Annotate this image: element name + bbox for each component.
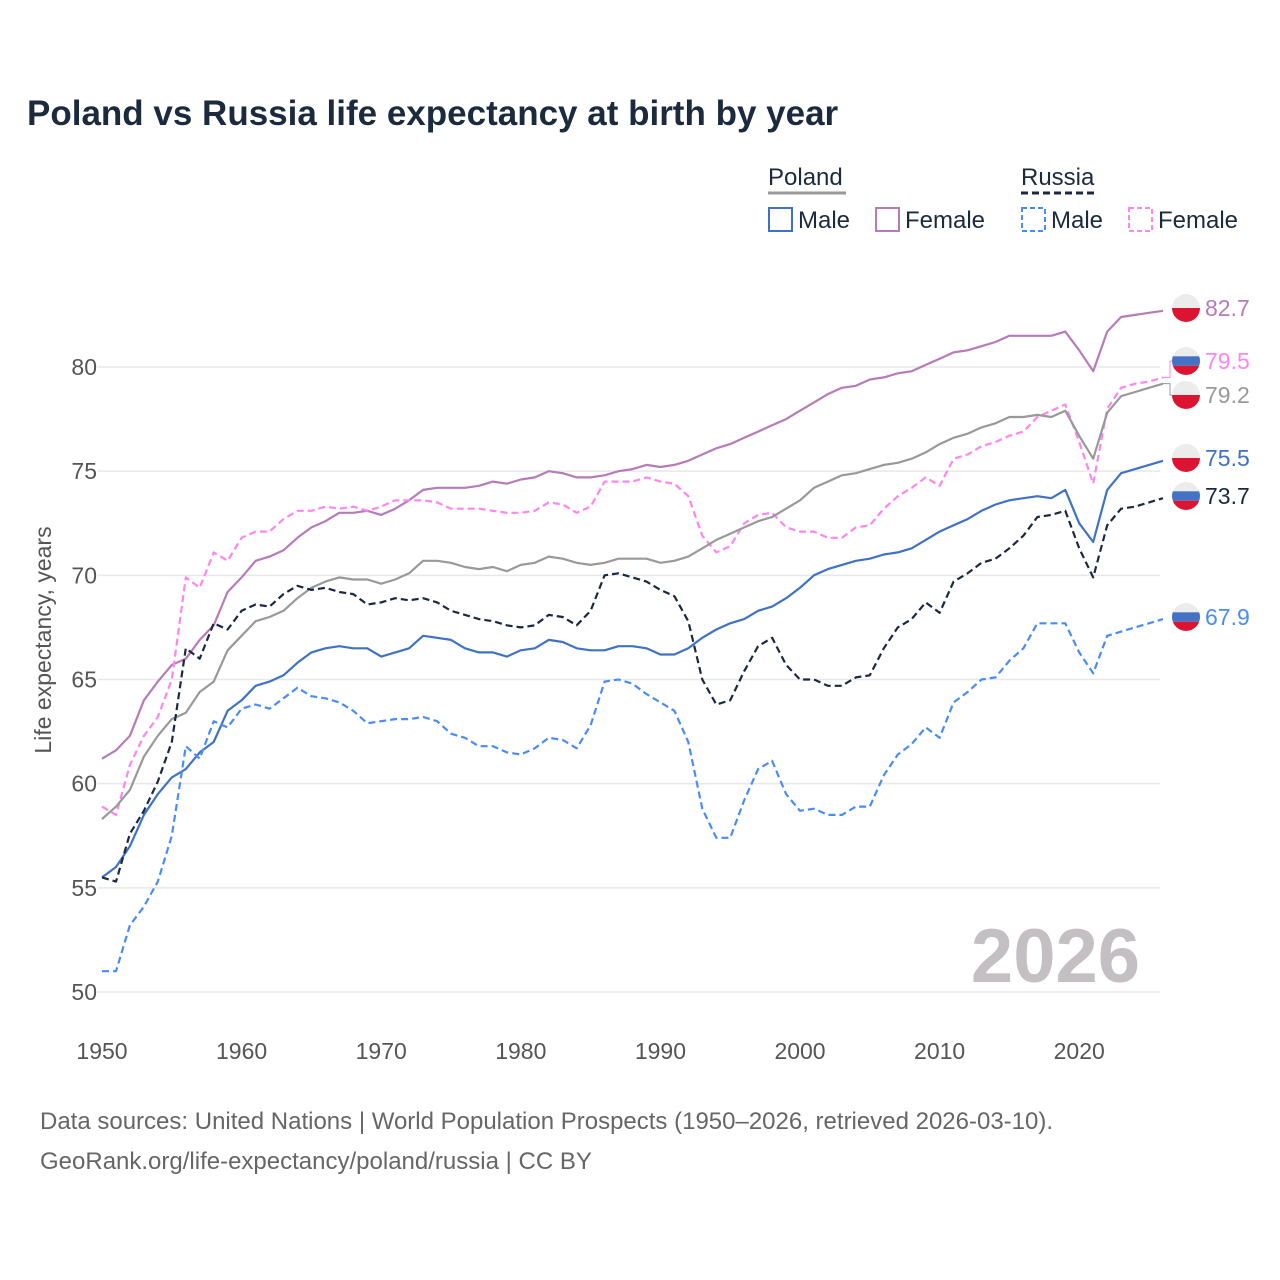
end-value-label: 73.7	[1205, 483, 1250, 509]
series-line-poland-male	[101, 459, 1164, 879]
y-tick-label: 80	[71, 354, 97, 380]
x-tick-label: 2000	[774, 1038, 825, 1064]
x-tick-label: 2010	[914, 1038, 965, 1064]
flag-red	[1172, 500, 1200, 510]
poland-flag-icon	[1172, 381, 1200, 409]
end-value-label: 79.2	[1205, 382, 1250, 408]
legend-group-russia: Russia	[1021, 164, 1095, 191]
flag-white	[1172, 294, 1200, 308]
series-line-russia-male	[102, 618, 1164, 973]
x-tick-label: 1950	[76, 1038, 127, 1064]
flag-white	[1172, 444, 1200, 458]
flag-white	[1172, 603, 1200, 613]
x-tick-label: 2020	[1054, 1038, 1105, 1064]
legend-item-poland-male: Male	[798, 207, 850, 234]
flag-body	[1172, 482, 1200, 510]
flag-blue	[1172, 491, 1200, 501]
series-lines	[101, 309, 1164, 973]
grid-lines	[98, 366, 1160, 993]
flag-white	[1172, 482, 1200, 492]
flag-body	[1172, 381, 1200, 409]
russia-flag-icon	[1172, 603, 1200, 631]
x-tick-label: 1970	[356, 1038, 407, 1064]
y-tick-label: 65	[71, 667, 97, 693]
y-tick-label: 50	[71, 979, 97, 1005]
end-labels: 82.7 79.5 79.2 75.5 73.7 67.9	[1163, 294, 1250, 631]
y-tick-label: 55	[71, 875, 97, 901]
source-url: GeoRank.org/life-expectancy/poland/russi…	[40, 1148, 592, 1175]
legend: Poland Male Female Russia Male Female	[768, 164, 1238, 234]
flag-red	[1172, 365, 1200, 375]
series-line-poland-female	[101, 309, 1164, 760]
flag-red	[1172, 458, 1200, 472]
legend-item-russia-female: Female	[1158, 207, 1238, 234]
series-line-russia	[101, 497, 1164, 883]
y-tick-label: 60	[71, 771, 97, 797]
chart-title: Poland vs Russia life expectancy at birt…	[27, 94, 839, 133]
y-axis-ticks: 50 55 60 65 70 75 80	[71, 354, 97, 1005]
flag-body	[1172, 347, 1200, 375]
flag-blue	[1172, 356, 1200, 366]
y-tick-label: 70	[71, 562, 97, 588]
flag-red	[1172, 308, 1200, 322]
legend-group-poland: Poland	[768, 164, 843, 191]
flag-body	[1172, 603, 1200, 631]
x-axis-ticks: 1950 1960 1970 1980 1990 2000 2010 2020	[76, 1038, 1104, 1064]
end-value-label: 79.5	[1205, 348, 1250, 374]
series-line-russia-female	[101, 376, 1164, 817]
end-value-label: 67.9	[1205, 604, 1250, 630]
series-line-poland	[101, 382, 1164, 820]
end-value-label: 75.5	[1205, 445, 1250, 471]
flag-red	[1172, 621, 1200, 631]
flag-white	[1172, 381, 1200, 395]
russia-flag-icon	[1172, 347, 1200, 375]
source-note: Data sources: United Nations | World Pop…	[40, 1108, 1054, 1135]
end-value-label: 82.7	[1205, 295, 1250, 321]
y-axis-label: Life expectancy, years	[30, 526, 56, 753]
flag-body	[1172, 294, 1200, 322]
flag-white	[1172, 347, 1200, 357]
x-tick-label: 1990	[635, 1038, 686, 1064]
x-tick-label: 1980	[495, 1038, 546, 1064]
x-tick-label: 1960	[216, 1038, 267, 1064]
flag-red	[1172, 395, 1200, 409]
year-watermark: 2026	[971, 914, 1140, 999]
legend-item-russia-male: Male	[1051, 207, 1103, 234]
legend-swatch-female	[875, 207, 900, 232]
legend-swatch-male	[1021, 207, 1046, 232]
y-tick-label: 75	[71, 458, 97, 484]
poland-flag-icon	[1172, 444, 1200, 472]
flag-blue	[1172, 612, 1200, 622]
legend-item-poland-female: Female	[905, 207, 985, 234]
legend-swatch-female	[1128, 207, 1153, 232]
poland-flag-icon	[1172, 294, 1200, 322]
flag-body	[1172, 444, 1200, 472]
russia-flag-icon	[1172, 482, 1200, 510]
legend-swatch-male	[768, 207, 793, 232]
